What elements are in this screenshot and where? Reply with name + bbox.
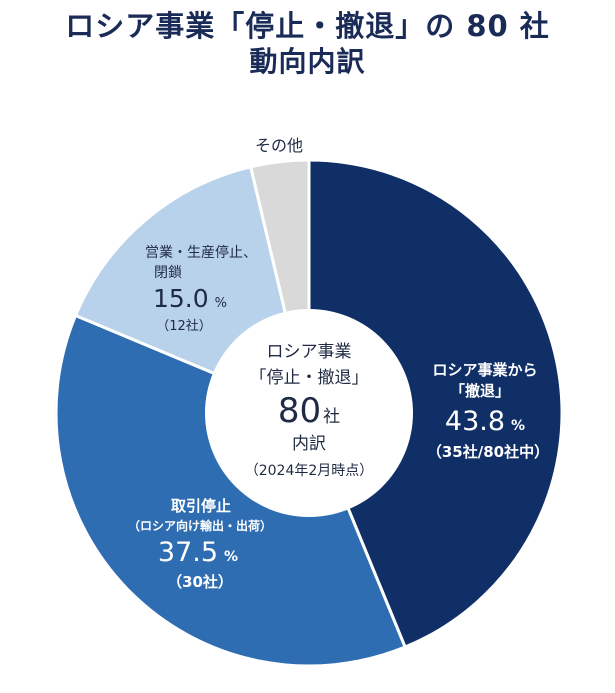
trade-stop-percent-sym: % (224, 549, 238, 565)
suspend-title2: 閉鎖 (154, 265, 182, 281)
center-count: 80 社 (278, 391, 340, 431)
trade-stop-percent: 37.5% (158, 537, 238, 568)
center-count-number: 80 (278, 391, 321, 431)
center-label-line1: ロシア事業 (267, 342, 352, 362)
donut-slices (54, 158, 564, 668)
donut-center-hole (205, 309, 413, 517)
center-label-line4: 内訳 (292, 434, 326, 454)
slice-trade-stop (54, 313, 408, 668)
withdrawal-title1: ロシア事業から (432, 361, 537, 379)
withdrawal-count: （35社/80社中） (427, 443, 549, 461)
withdrawal-percent-sym: % (511, 418, 525, 434)
slice-label-trade-stop: 取引停止 （ロシア向け輸出・出荷） 37.5% （30社） (128, 497, 272, 591)
center-count-unit: 社 (323, 407, 340, 427)
withdrawal-percent-num: 43.8 (445, 406, 505, 437)
slice-label-suspend: 営業・生産停止、 閉鎖 15.0% （12社） (145, 244, 257, 334)
slice-withdrawal (307, 158, 564, 650)
slice-label-other: その他 (255, 136, 303, 155)
trade-stop-count: （30社） (167, 573, 233, 591)
withdrawal-percent: 43.8% (445, 406, 525, 437)
chart-title-line1: ロシア事業「停止・撤退」の 80 社 (65, 9, 550, 43)
suspend-percent-num: 15.0 (153, 284, 209, 313)
chart-title: ロシア事業「停止・撤退」の 80 社 動向内訳 (0, 8, 615, 79)
trade-stop-title2: （ロシア向け輸出・出荷） (128, 518, 272, 533)
suspend-title1: 営業・生産停止、 (145, 244, 257, 261)
trade-stop-percent-num: 37.5 (158, 537, 218, 568)
suspend-count: （12社） (156, 318, 212, 334)
suspend-percent-sym: % (215, 296, 227, 311)
slice-label-withdrawal: ロシア事業から 「撤退」 43.8% （35社/80社中） (427, 361, 549, 461)
chart-title-line2: 動向内訳 (249, 45, 366, 79)
suspend-percent: 15.0% (153, 284, 227, 313)
trade-stop-title1: 取引停止 (171, 497, 231, 515)
center-label-line2: 「停止・撤退」 (250, 368, 369, 388)
withdrawal-title2: 「撤退」 (450, 382, 510, 400)
center-label-date: （2024年2月時点） (245, 463, 374, 479)
